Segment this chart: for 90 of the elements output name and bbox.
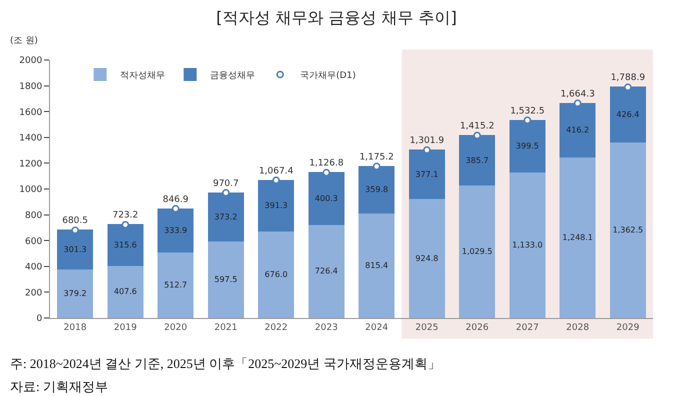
bar: [459, 184, 496, 318]
y-tick-label: 1400: [19, 134, 42, 144]
data-label: 359.8: [365, 185, 388, 194]
bar: [610, 142, 646, 318]
data-label: 400.3: [314, 194, 338, 203]
data-label: 385.7: [466, 156, 489, 165]
x-tick-label: 2023: [314, 322, 338, 333]
bar: [208, 240, 244, 318]
y-tick-label: 200: [25, 288, 42, 298]
x-tick-label: 2019: [114, 322, 138, 333]
y-tick-label: 2000: [19, 56, 42, 66]
bar: [258, 180, 294, 232]
x-tick-label: 2024: [365, 322, 388, 333]
bar: [308, 224, 344, 318]
x-tick-label: 2026: [466, 322, 489, 333]
y-tick-label: 0: [36, 314, 42, 324]
data-label: 1,067.4: [258, 166, 294, 176]
bar: [57, 268, 94, 318]
chart-title: [적자성 채무와 금융성 채무 추이]: [216, 8, 457, 28]
x-tick-label: 2018: [64, 322, 87, 333]
x-tick-label: 2027: [516, 322, 539, 333]
data-label: 1,301.9: [410, 136, 444, 146]
data-label: 970.7: [212, 178, 239, 189]
y-tick-label: 1600: [19, 108, 42, 118]
x-tick-label: 2028: [566, 322, 590, 333]
bar: [408, 198, 445, 318]
bar: [408, 150, 445, 200]
y-tick-label: 800: [25, 210, 42, 221]
bar: [459, 134, 496, 186]
bar: [158, 251, 194, 318]
bar: [258, 230, 294, 318]
data-label: 680.5: [62, 216, 88, 226]
bar: [107, 224, 144, 266]
bar: [358, 166, 395, 214]
data-label: 416.2: [566, 126, 590, 135]
data-label: 1,788.9: [610, 73, 646, 84]
data-label: 512.7: [164, 280, 188, 290]
data-label: 399.5: [516, 142, 539, 151]
data-label: 597.5: [214, 274, 238, 284]
bar: [158, 208, 194, 252]
y-axis-title: (조 원): [10, 36, 38, 46]
legend-label: 국가채무(D1): [300, 71, 356, 82]
data-label: 846.9: [162, 194, 189, 205]
y-tick-label: 1200: [19, 159, 42, 170]
bar: [57, 230, 94, 270]
x-tick-label: 2025: [415, 322, 438, 333]
data-label: 1,126.8: [309, 158, 344, 169]
legend-label: 적자성채무: [120, 71, 166, 82]
y-tick-label: 1000: [19, 185, 42, 196]
bar: [610, 86, 646, 143]
bar: [107, 264, 144, 318]
data-label: 377.1: [415, 170, 438, 179]
data-label: 924.8: [415, 254, 438, 263]
text: 주: 2018~2024년 결산 기준, 2025년 이후「2025~2029년 국가재정운용계획」: [10, 356, 440, 371]
data-label: 426.4: [616, 110, 640, 120]
x-tick-label: 2029: [616, 322, 640, 333]
data-label: 315.6: [114, 240, 137, 250]
data-label: 373.2: [214, 212, 238, 222]
data-label: 391.3: [264, 201, 288, 210]
x-tick-label: 2020: [164, 322, 188, 333]
y-tick-label: 400: [25, 262, 42, 273]
y-tick-label: 1800: [19, 82, 42, 92]
data-label: 379.2: [64, 289, 87, 298]
data-label: 1,415.2: [460, 121, 494, 132]
bar: [560, 156, 596, 318]
data-label: 1,664.3: [560, 89, 595, 100]
bar: [509, 120, 546, 172]
data-label: 1,029.5: [462, 247, 492, 256]
x-tick-label: 2021: [214, 322, 238, 333]
data-label: 301.3: [64, 245, 87, 254]
data-label: 676.0: [264, 270, 288, 279]
data-label: 1,362.5: [612, 226, 644, 235]
bar: [509, 171, 546, 318]
data-label: 726.4: [314, 266, 338, 276]
data-label: 1,175.2: [359, 152, 394, 162]
legend-label: 금융성채무: [210, 71, 256, 82]
data-label: 815.4: [365, 260, 388, 270]
data-label: 1,248.1: [562, 233, 593, 242]
text: 자료: 기획재정부: [10, 379, 108, 394]
bar: [308, 172, 344, 225]
bar: [560, 102, 596, 158]
data-label: 1,532.5: [510, 106, 545, 116]
data-label: 1,133.0: [512, 240, 543, 250]
data-label: 723.2: [112, 210, 138, 221]
data-label: 407.6: [114, 287, 137, 296]
data-label: 333.9: [164, 226, 188, 235]
bar: [358, 212, 395, 318]
y-tick-label: 600: [25, 236, 42, 247]
x-tick-label: 2022: [264, 322, 288, 333]
bar: [208, 192, 244, 242]
